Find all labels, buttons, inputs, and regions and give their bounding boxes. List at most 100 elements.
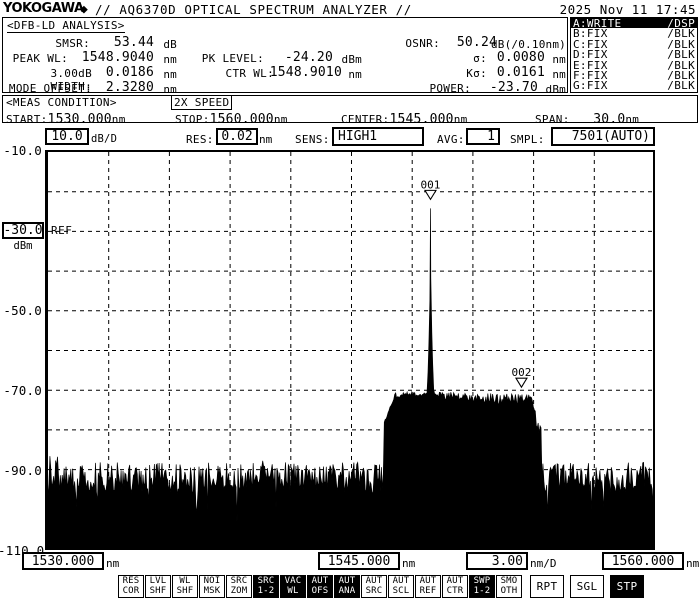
scale-per-div-field[interactable]: 10.0	[45, 128, 89, 145]
marker-layer: 001 002	[420, 178, 531, 389]
center-wavelength-field[interactable]: CENTER:1545.000nm	[341, 108, 468, 127]
softkey-line1: AUT	[365, 576, 383, 586]
analysis-value: 1548.9040	[81, 50, 154, 65]
trace-row-b[interactable]: B:FIX /BLK	[571, 27, 697, 41]
trace-display-mode: /BLK	[667, 27, 695, 41]
sweep-key-stp[interactable]: STP	[610, 575, 644, 598]
softkey-line1: NOI	[203, 576, 221, 586]
analysis-label: OSNR:	[405, 37, 440, 50]
analysis-unit: nm	[348, 68, 362, 81]
marker-002[interactable]: 002	[511, 366, 531, 389]
x-axis-per-div-field[interactable]: 3.00	[466, 552, 528, 570]
stop-value: 1560.000	[209, 112, 274, 127]
start-unit: nm	[111, 113, 126, 126]
analysis-unit: nm	[552, 53, 566, 66]
stop-wavelength-field[interactable]: STOP:1560.000nm	[175, 108, 288, 127]
trace-row-e[interactable]: E:FIX /BLK	[571, 59, 697, 72]
marker-001[interactable]: 001	[420, 178, 440, 201]
spectrum-graph[interactable]: 001 002 REF	[45, 150, 655, 550]
trace-row-g[interactable]: G:FIX /BLK	[571, 79, 697, 93]
softkey-line2: REF	[419, 585, 437, 596]
trace-row-f[interactable]: F:FIX /BLK	[571, 69, 697, 82]
analysis-label: POWER:	[429, 82, 471, 95]
span-field[interactable]: SPAN: 30.0nm	[535, 108, 639, 127]
trace-name: G:FIX	[573, 79, 608, 93]
analysis-item-ksigma: Kσ: 0.0161 nm	[373, 65, 567, 81]
trace-row-d[interactable]: D:FIX /BLK	[571, 48, 697, 61]
softkey-aut-ofs[interactable]: AUT OFS	[307, 575, 333, 598]
x-axis-start-field[interactable]: 1530.000	[22, 552, 104, 570]
smpl-value-field[interactable]: 7501(AUTO)	[551, 127, 655, 146]
softkey-swp-12[interactable]: SWP 1-2	[469, 575, 495, 598]
speed-badge[interactable]: 2X SPEED	[171, 95, 233, 110]
analysis-item-peak-wl: PEAK WL: 1548.9040 nm	[3, 50, 178, 66]
trace-display-mode: /BLK	[667, 79, 695, 93]
center-value: 1545.000	[389, 112, 454, 127]
span-label: SPAN:	[535, 113, 570, 126]
analysis-label: CTR WL:	[225, 67, 274, 80]
softkey-wl-shf[interactable]: WL SHF	[172, 575, 198, 598]
softkey-src-zom[interactable]: SRC ZOM	[226, 575, 252, 598]
trace-display-mode: /DSP	[667, 17, 695, 30]
x-axis-center-unit: nm	[402, 557, 416, 570]
avg-value-field[interactable]: 1	[466, 128, 500, 145]
softkey-smo-oth[interactable]: SMO OTH	[496, 575, 522, 598]
trace-row-a[interactable]: A:WRITE /DSP	[571, 17, 697, 30]
sweep-key-sgl[interactable]: SGL	[570, 575, 604, 598]
softkey-line1: SRC	[257, 576, 275, 586]
start-wavelength-field[interactable]: START:1530.000nm	[6, 108, 126, 127]
softkey-line1: LVL	[149, 576, 167, 586]
softkey-line1: RES	[122, 576, 140, 586]
softkey-aut-src[interactable]: AUT SRC	[361, 575, 387, 598]
analysis-item-sigma: σ: 0.0080 nm	[373, 50, 567, 66]
trace-a-waveform	[48, 208, 653, 547]
res-value-field[interactable]: 0.02	[216, 128, 258, 145]
stop-label: STOP:	[175, 113, 210, 126]
trace-row-c[interactable]: C:FIX /BLK	[571, 37, 697, 51]
softkey-aut-ctr[interactable]: AUT CTR	[442, 575, 468, 598]
marker-label: 002	[511, 366, 531, 379]
analysis-unit: nm	[552, 68, 566, 81]
start-value: 1530.000	[47, 112, 112, 127]
dfb-ld-analysis-panel: <DFB-LD ANALYSIS> SMSR: 53.44 dB PEAK WL…	[2, 17, 568, 96]
x-axis-center-field[interactable]: 1545.000	[318, 552, 400, 570]
softkey-aut-ref[interactable]: AUT REF	[415, 575, 441, 598]
analysis-unit: dBm	[545, 83, 566, 96]
analysis-value: 0.0080	[496, 50, 545, 65]
softkey-src-12[interactable]: SRC 1-2	[253, 575, 279, 598]
trace-list-panel[interactable]: A:WRITE /DSP B:FIX /BLK C:FIX /BLK D:FIX…	[570, 17, 698, 93]
softkey-line2: 1-2	[473, 585, 491, 596]
title-bar: YOKOGAWA ◆ // AQ6370D OPTICAL SPECTRUM A…	[0, 0, 700, 18]
softkey-res-cor[interactable]: RES COR	[118, 575, 144, 598]
span-value: 30.0	[593, 112, 626, 127]
softkey-noi-msk[interactable]: NOI MSK	[199, 575, 225, 598]
trace-display-mode: /BLK	[667, 37, 695, 51]
analysis-label: Kσ:	[466, 67, 487, 80]
softkey-line2: OTH	[500, 585, 518, 596]
analysis-label: MODE OFFSET:	[8, 82, 92, 95]
ref-line-label: REF	[51, 224, 73, 237]
x-axis-stop-field[interactable]: 1560.000	[602, 552, 684, 570]
analysis-label: SMSR:	[55, 37, 90, 50]
softkey-line2: ZOM	[230, 585, 248, 596]
ref-level-field[interactable]: -30.0	[2, 222, 44, 239]
analysis-value: 2.3280	[105, 80, 154, 95]
softkey-aut-scl[interactable]: AUT SCL	[388, 575, 414, 598]
sens-label: SENS:	[295, 133, 330, 146]
softkey-vac-wl[interactable]: VAC WL	[280, 575, 306, 598]
datetime-display: 2025 Nov 11 17:45	[559, 2, 696, 17]
analysis-item-pk-level: PK LEVEL: -24.20 dBm	[183, 50, 363, 66]
sweep-key-rpt[interactable]: RPT	[530, 575, 564, 598]
analysis-value: -24.20	[284, 50, 333, 65]
res-label: RES:	[186, 133, 214, 146]
sens-value-field[interactable]: HIGH1	[332, 127, 424, 146]
analysis-unit: nm	[163, 68, 177, 81]
center-label: CENTER:	[341, 113, 390, 126]
softkey-aut-ana[interactable]: AUT ANA	[334, 575, 360, 598]
soft-key-bar[interactable]: RES COR LVL SHF WL SHF NOI MSK SRC ZOM SRC 1-2 VAC WL…	[0, 575, 700, 599]
trace-name: C:FIX	[573, 37, 608, 51]
softkey-line2: ANA	[338, 585, 356, 596]
marker-triangle-icon	[514, 377, 528, 389]
analysis-label: 3.00dB WIDTH:	[50, 67, 92, 93]
softkey-lvl-shf[interactable]: LVL SHF	[145, 575, 171, 598]
